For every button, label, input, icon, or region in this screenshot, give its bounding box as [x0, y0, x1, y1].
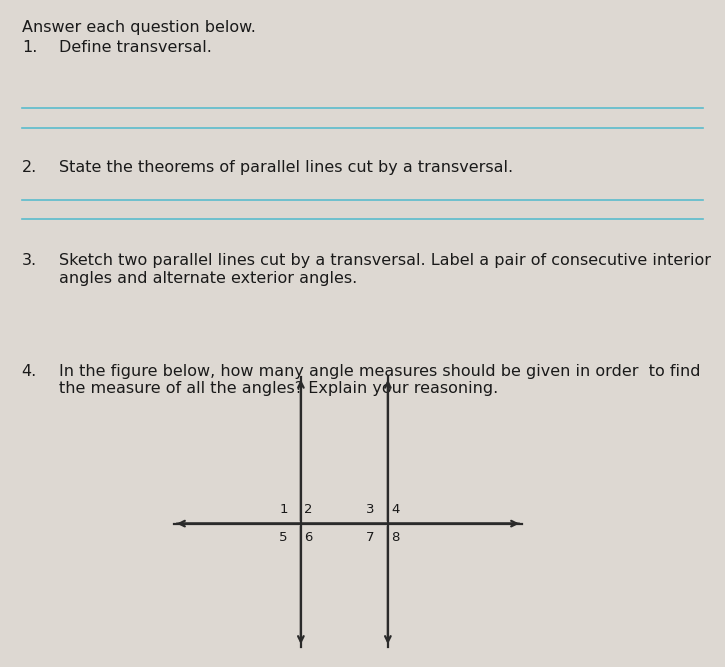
Text: 6: 6	[304, 531, 312, 544]
Text: In the figure below, how many angle measures should be given in order  to find
t: In the figure below, how many angle meas…	[59, 364, 701, 396]
Text: Answer each question below.: Answer each question below.	[22, 20, 256, 35]
Text: 1: 1	[279, 504, 288, 516]
Text: 8: 8	[392, 531, 399, 544]
Text: 2: 2	[304, 504, 312, 516]
Text: 5: 5	[279, 531, 288, 544]
Text: 3.: 3.	[22, 253, 37, 268]
Text: 7: 7	[366, 531, 375, 544]
Text: 1.: 1.	[22, 40, 37, 55]
Text: 2.: 2.	[22, 160, 37, 175]
Text: 4: 4	[392, 504, 399, 516]
Text: State the theorems of parallel lines cut by a transversal.: State the theorems of parallel lines cut…	[59, 160, 513, 175]
Text: Define transversal.: Define transversal.	[59, 40, 212, 55]
Text: 3: 3	[366, 504, 375, 516]
Text: Sketch two parallel lines cut by a transversal. Label a pair of consecutive inte: Sketch two parallel lines cut by a trans…	[59, 253, 711, 286]
Text: 4.: 4.	[22, 364, 37, 378]
